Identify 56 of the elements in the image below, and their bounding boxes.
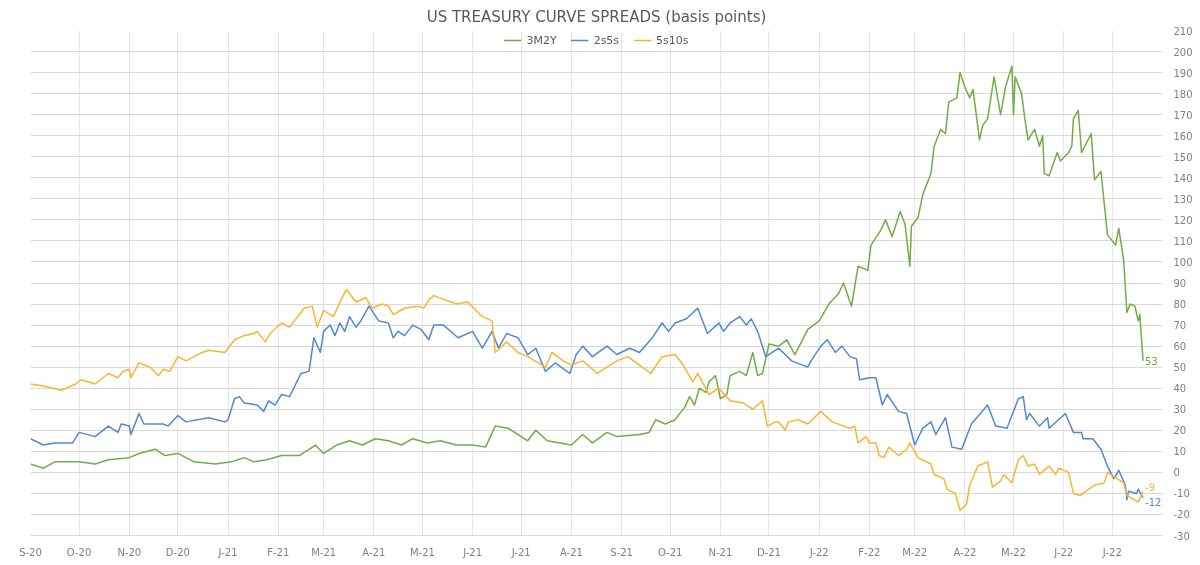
y-tick-label: 20 — [1173, 425, 1187, 437]
y-tick-label: 0 — [1173, 467, 1180, 479]
y-tick-label: 200 — [1173, 46, 1193, 58]
y-tick-label: -30 — [1173, 530, 1190, 542]
x-tick-label: J-22 — [1101, 546, 1122, 558]
x-tick-label: O-21 — [657, 546, 683, 558]
x-tick-label: M-21 — [409, 546, 435, 558]
y-tick-label: 170 — [1173, 109, 1193, 121]
x-tick-label: J-21 — [217, 546, 238, 558]
y-tick-label: 40 — [1173, 383, 1187, 395]
x-tick-label: O-20 — [66, 546, 92, 558]
y-tick-label: 50 — [1173, 362, 1187, 374]
annotation: -9 — [1145, 482, 1156, 494]
x-tick-label: M-21 — [311, 546, 337, 558]
x-tick-label: A-21 — [362, 546, 386, 558]
y-tick-label: -10 — [1173, 488, 1190, 500]
y-tick-label: 70 — [1173, 320, 1187, 332]
y-tick-label: 60 — [1173, 341, 1187, 353]
y-tick-label: 210 — [1173, 25, 1193, 37]
line-series — [30, 65, 1144, 469]
legend-label: 3M2Y — [526, 33, 557, 47]
x-tick-label: J-21 — [510, 546, 531, 558]
x-tick-label: N-20 — [117, 546, 142, 558]
y-tick-label: 160 — [1173, 130, 1193, 142]
y-tick-label: -20 — [1173, 509, 1190, 521]
x-tick-label: J-22 — [1053, 546, 1074, 558]
x-tick-label: F-21 — [267, 546, 290, 558]
x-tick-label: A-21 — [559, 546, 583, 558]
x-tick-label: N-21 — [708, 546, 733, 558]
y-tick-label: 190 — [1173, 67, 1193, 79]
y-tick-label: 90 — [1173, 278, 1187, 289]
x-tick-label: M-22 — [902, 546, 928, 558]
legend-label: 5s10s — [656, 33, 689, 47]
legend-label: 2s5s — [593, 33, 620, 47]
y-tick-label: 180 — [1173, 88, 1193, 100]
y-tick-label: 140 — [1173, 172, 1193, 184]
y-tick-label: 150 — [1173, 151, 1193, 163]
x-tick-label: J-22 — [808, 546, 829, 558]
y-tick-label: 100 — [1173, 256, 1193, 268]
x-tick-label: A-22 — [953, 546, 977, 558]
y-tick-label: 110 — [1173, 235, 1193, 247]
y-tick-label: 80 — [1173, 299, 1187, 311]
y-tick-label: 30 — [1173, 404, 1187, 416]
x-tick-label: S-21 — [610, 546, 633, 558]
x-tick-label: S-20 — [19, 546, 42, 558]
y-tick-label: 130 — [1173, 193, 1193, 205]
x-tick-label: M-22 — [1001, 546, 1026, 558]
x-tick-label: F-22 — [858, 546, 881, 558]
annotation: -12 — [1145, 496, 1162, 508]
x-tick-label: J-21 — [462, 546, 483, 558]
y-tick-label: 120 — [1173, 214, 1193, 226]
x-tick-label: D-21 — [756, 546, 781, 558]
annotation: 53 — [1145, 355, 1158, 367]
chart-title: US TREASURY CURVE SPREADS (basis points) — [426, 7, 767, 26]
x-tick-label: D-20 — [165, 546, 190, 558]
y-tick-label: 10 — [1173, 446, 1187, 458]
